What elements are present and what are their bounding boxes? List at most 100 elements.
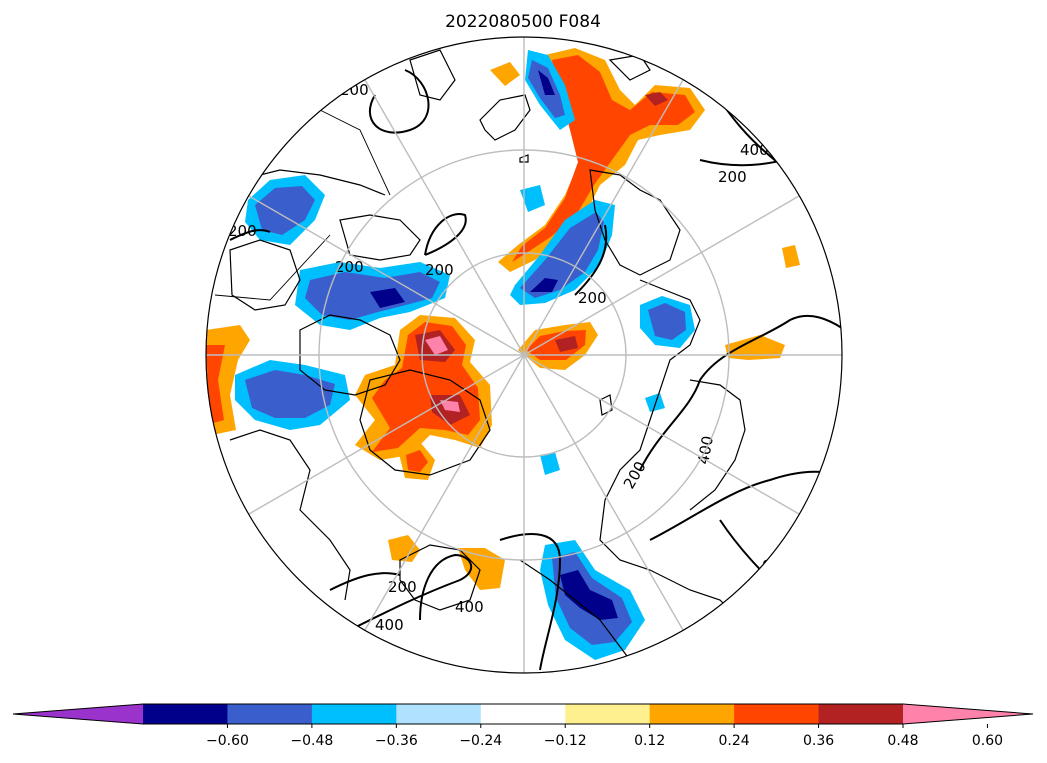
colorbar-tick-label: 0.24 (719, 733, 750, 749)
colorbar-segment (649, 704, 735, 724)
negative-anomaly-region (520, 185, 545, 212)
contour-line (369, 69, 430, 134)
meridian-line (523, 79, 684, 356)
negative-anomaly-region (645, 393, 665, 412)
coastline (689, 379, 746, 511)
boundaries (214, 109, 391, 301)
coastline (479, 94, 531, 141)
meridian-line (248, 354, 525, 515)
contour-label: 400 (740, 141, 769, 159)
boundary-line (214, 234, 331, 301)
negative-anomaly-core (648, 303, 686, 340)
positive-anomaly-pink (440, 400, 460, 412)
coastline (229, 429, 351, 601)
coastline (608, 54, 651, 81)
coastline (599, 279, 761, 641)
positive-anomaly-red (555, 336, 578, 352)
colorbar-tick-label: 0.60 (972, 733, 1003, 749)
colorbar: −0.60 −0.48 −0.36 −0.24 −0.12 0.12 0.24 0.36 0.4… (12, 703, 1034, 749)
coastline (339, 214, 421, 261)
colorbar-extend-min (13, 704, 143, 724)
colorbar-outline (12, 703, 1034, 725)
meridian-line (523, 354, 684, 631)
meridian-line (523, 195, 800, 356)
meridian-line (364, 79, 525, 356)
negative-anomaly-region (540, 452, 560, 475)
negative-anomaly-deep (530, 278, 558, 292)
coastline (589, 169, 681, 276)
colorbar-segment (143, 704, 228, 724)
negative-anomaly-core (255, 186, 315, 235)
colorbar-tick-label: 0.48 (887, 733, 918, 749)
negative-anomaly-deep (560, 570, 618, 620)
contour-line (424, 213, 467, 256)
colorbar-tick-label: 0.36 (803, 733, 834, 749)
contour-label: 400 (375, 616, 404, 634)
positive-anomaly-region (388, 535, 420, 562)
contour-label: 200 (335, 258, 364, 276)
coastline (239, 169, 386, 196)
colorbar-tick-label: −0.60 (206, 733, 249, 749)
coastline (409, 49, 456, 101)
contour-label: 200 (425, 261, 454, 279)
anomaly-fields (206, 48, 800, 660)
contour-label: 200 (756, 557, 779, 588)
colorbar-tick-label: −0.48 (290, 733, 333, 749)
meridian-line (364, 354, 525, 631)
contour-label: 200 (578, 289, 607, 307)
negative-anomaly-core (520, 212, 604, 298)
colorbar-segment (734, 704, 820, 724)
contour-label: 200 (388, 578, 417, 596)
coastline (299, 314, 401, 396)
height-contours (229, 69, 842, 671)
contour-line (574, 224, 608, 296)
coastlines (229, 49, 761, 661)
contour-labels: 200 200 200 400 200 200 200 200 400 200 … (228, 81, 779, 634)
contour-line (329, 572, 401, 591)
colorbar-segment (227, 704, 313, 724)
colorbar-segment (565, 704, 651, 724)
contour-line (229, 229, 271, 241)
negative-anomaly-deep (370, 288, 405, 308)
positive-anomaly-region (782, 245, 800, 268)
map-boundary (205, 36, 843, 674)
coastline (399, 544, 481, 611)
coastline (519, 154, 529, 163)
positive-anomaly-pink (425, 336, 448, 355)
coastline (359, 369, 491, 476)
contour-label: 400 (455, 598, 484, 616)
colorbar-tick-label: −0.36 (375, 733, 418, 749)
positive-anomaly-core (206, 345, 225, 424)
positive-anomaly-region (725, 335, 785, 360)
positive-anomaly-core (512, 55, 695, 262)
negative-anomaly-deep (538, 70, 555, 95)
contour-label: 200 (228, 222, 257, 240)
figure-title: 2022080500 F084 (445, 12, 601, 32)
positive-anomaly-region (458, 548, 505, 590)
coastline (599, 394, 613, 416)
colorbar-segment (396, 704, 482, 724)
positive-anomaly-red (645, 92, 668, 106)
colorbar-tick-label: 0.12 (634, 733, 665, 749)
contour-line (499, 533, 562, 671)
meridian-line (523, 354, 800, 515)
colorbar-segment (818, 704, 904, 724)
polar-map: 200 200 200 400 200 200 200 200 400 200 … (206, 37, 842, 673)
positive-anomaly-core (406, 450, 428, 472)
graticule (206, 37, 842, 673)
colorbar-segment (311, 704, 397, 724)
meridian-line (248, 195, 525, 356)
negative-anomaly-core (245, 370, 335, 418)
contour-label: 200 (340, 81, 369, 99)
positive-anomaly-region (490, 62, 520, 86)
colorbar-tick-label: −0.12 (544, 733, 587, 749)
contour-line (349, 553, 473, 631)
contour-label: 200 (718, 168, 747, 186)
colorbar-tick-label: −0.24 (459, 733, 502, 749)
colorbar-segment (480, 704, 566, 724)
coastline (229, 239, 301, 311)
coastline (519, 559, 631, 661)
colorbar-extend-max (903, 704, 1033, 724)
boundary-line (319, 109, 391, 196)
